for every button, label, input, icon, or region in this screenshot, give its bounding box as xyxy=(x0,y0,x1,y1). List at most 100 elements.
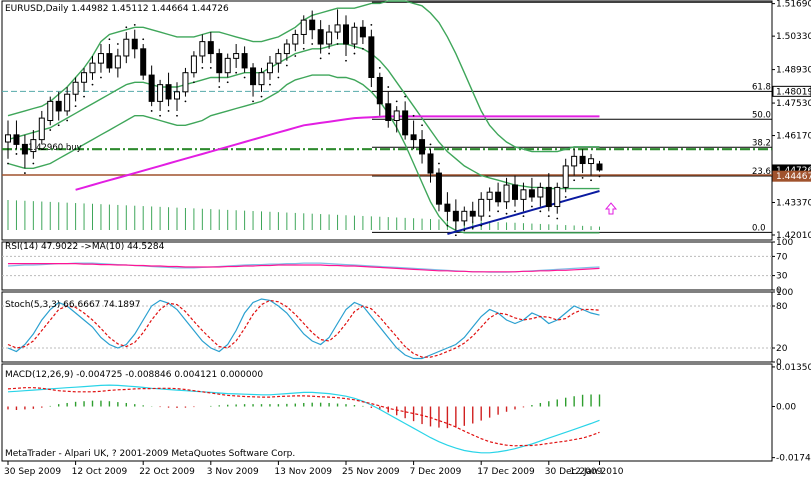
bull-candle[interactable] xyxy=(334,24,341,33)
bull-candle[interactable] xyxy=(5,134,11,143)
bear-candle[interactable] xyxy=(216,53,223,74)
sar-dot xyxy=(40,148,43,151)
bear-candle[interactable] xyxy=(410,134,417,141)
bull-candle[interactable] xyxy=(258,72,265,86)
bear-candle[interactable] xyxy=(495,191,502,203)
time-axis-label: 30 Sep 2009 xyxy=(4,467,61,477)
sar-dot xyxy=(201,67,204,69)
bull-candle[interactable] xyxy=(30,139,37,153)
sar-dot xyxy=(598,175,601,178)
bear-candle[interactable] xyxy=(368,36,375,78)
sar-dot xyxy=(57,124,60,127)
bull-candle[interactable] xyxy=(233,53,240,59)
sar-dot xyxy=(150,110,153,112)
rsi-panel[interactable]: 100 70 30 0 xyxy=(1,238,793,296)
sar-dot xyxy=(167,110,170,112)
macd-panel[interactable]: 0.01350 0.00 -0.01745 xyxy=(1,363,811,464)
bull-candle[interactable] xyxy=(588,158,595,165)
sar-dot xyxy=(319,57,322,60)
bull-candle[interactable] xyxy=(478,198,485,217)
bear-candle[interactable] xyxy=(528,189,535,198)
bear-candle[interactable] xyxy=(435,172,442,205)
bear-candle[interactable] xyxy=(402,110,409,136)
bear-candle[interactable] xyxy=(545,186,552,208)
bull-candle[interactable] xyxy=(190,55,197,74)
bull-candle[interactable] xyxy=(47,100,54,121)
bull-candle[interactable] xyxy=(174,91,180,100)
time-axis-label: 12 Jan 2010 xyxy=(570,467,624,477)
bull-candle[interactable] xyxy=(199,41,206,57)
bear-candle[interactable] xyxy=(148,74,155,102)
bull-candle[interactable] xyxy=(300,19,307,35)
rsi-panel-title: RSI(14) 47.9022 ->MA(10) 44.5284 xyxy=(5,242,165,252)
bear-candle[interactable] xyxy=(419,139,426,155)
bear-candle[interactable] xyxy=(207,41,214,55)
bear-candle[interactable] xyxy=(343,24,349,45)
bear-candle[interactable] xyxy=(13,134,20,145)
bull-candle[interactable] xyxy=(461,210,468,222)
bear-candle[interactable] xyxy=(596,163,603,171)
bear-candle[interactable] xyxy=(317,29,324,45)
bull-candle[interactable] xyxy=(72,81,79,95)
bear-candle[interactable] xyxy=(444,203,451,212)
bull-candle[interactable] xyxy=(81,72,88,83)
bull-candle[interactable] xyxy=(275,53,282,64)
bull-candle[interactable] xyxy=(97,53,104,64)
bull-candle[interactable] xyxy=(89,62,96,74)
bull-candle[interactable] xyxy=(326,31,333,45)
bear-candle[interactable] xyxy=(376,76,383,105)
bull-candle[interactable] xyxy=(486,191,493,200)
sar-dot xyxy=(556,217,559,220)
bull-candle[interactable] xyxy=(283,43,290,55)
bull-candle[interactable] xyxy=(38,117,45,141)
bear-candle[interactable] xyxy=(452,210,459,222)
bull-candle[interactable] xyxy=(393,110,400,122)
bull-candle[interactable] xyxy=(64,93,71,112)
bear-candle[interactable] xyxy=(250,67,257,86)
bull-candle[interactable] xyxy=(537,186,544,198)
macd-panel-frame xyxy=(1,363,773,462)
bull-candle[interactable] xyxy=(503,184,510,203)
time-axis-label: 3 Nov 2009 xyxy=(207,467,259,477)
bull-candle[interactable] xyxy=(182,72,189,93)
sar-dot xyxy=(193,81,195,84)
macd-signal-line xyxy=(7,387,600,447)
stoch-panel[interactable]: 100 80 20 0 xyxy=(1,288,793,368)
sar-dot xyxy=(235,71,238,74)
bull-candle[interactable] xyxy=(224,57,231,74)
bear-candle[interactable] xyxy=(309,19,316,31)
bear-candle[interactable] xyxy=(55,100,62,112)
bull-candle[interactable] xyxy=(292,33,299,45)
bull-candle[interactable] xyxy=(114,55,121,69)
bull-candle[interactable] xyxy=(554,186,561,208)
bear-candle[interactable] xyxy=(385,103,392,121)
bear-candle[interactable] xyxy=(241,53,248,69)
bear-candle[interactable] xyxy=(579,155,586,165)
bull-candle[interactable] xyxy=(571,155,578,167)
bear-candle[interactable] xyxy=(469,210,476,217)
bear-candle[interactable] xyxy=(427,153,434,174)
sar-dot xyxy=(573,179,576,182)
sar-dot xyxy=(184,100,187,103)
price-label-value: 1.48019 xyxy=(776,87,811,97)
bear-candle[interactable] xyxy=(131,38,138,50)
stoch-axis-label: 80 xyxy=(776,302,788,312)
bear-candle[interactable] xyxy=(359,26,366,38)
bear-candle[interactable] xyxy=(512,184,518,200)
bear-candle[interactable] xyxy=(165,84,172,100)
bull-candle[interactable] xyxy=(562,165,569,188)
bull-candle[interactable] xyxy=(157,84,164,102)
bear-candle[interactable] xyxy=(106,53,113,69)
sar-dot xyxy=(125,26,128,29)
bull-candle[interactable] xyxy=(123,38,130,57)
price-panel[interactable]: 100.0 61.8 50.0 38.2 23.6 0.0 1.51690 1.50330 1.… xyxy=(1,0,811,241)
price-label-box xyxy=(772,85,811,97)
bull-candle[interactable] xyxy=(520,189,527,200)
sar-dot xyxy=(328,52,330,55)
bear-candle[interactable] xyxy=(140,48,147,76)
bull-candle[interactable] xyxy=(266,62,273,74)
bear-candle[interactable] xyxy=(21,143,28,155)
sar-dot xyxy=(497,210,499,213)
bull-candle[interactable] xyxy=(351,26,358,45)
